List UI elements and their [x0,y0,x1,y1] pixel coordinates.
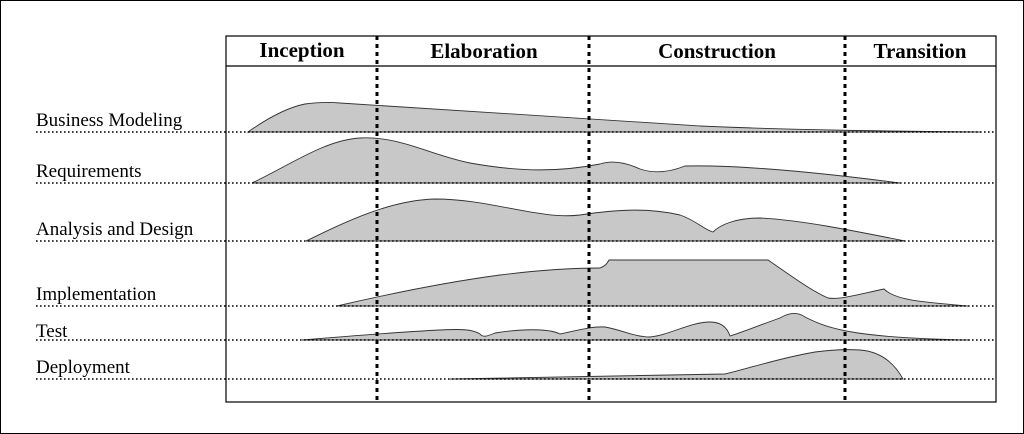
phase-label-construction: Construction [658,39,776,63]
phase-label-elaboration: Elaboration [430,39,538,63]
discipline-label-deployment: Deployment [36,357,131,378]
hump-analysis-design [305,198,906,242]
hump-requirements [251,137,901,184]
discipline-label-business-modeling: Business Modeling [36,110,183,131]
phase-label-inception: Inception [259,38,345,62]
hump-implementation [336,259,969,307]
discipline-label-analysis-design: Analysis and Design [36,219,194,240]
discipline-label-test: Test [36,321,68,342]
diagram-frame [225,35,997,403]
discipline-label-requirements: Requirements [36,161,142,182]
discipline-label-implementation: Implementation [36,284,157,305]
phase-label-transition: Transition [874,39,967,63]
hump-test [301,312,971,341]
hump-business-modeling [246,101,981,133]
hump-deployment [449,349,904,380]
